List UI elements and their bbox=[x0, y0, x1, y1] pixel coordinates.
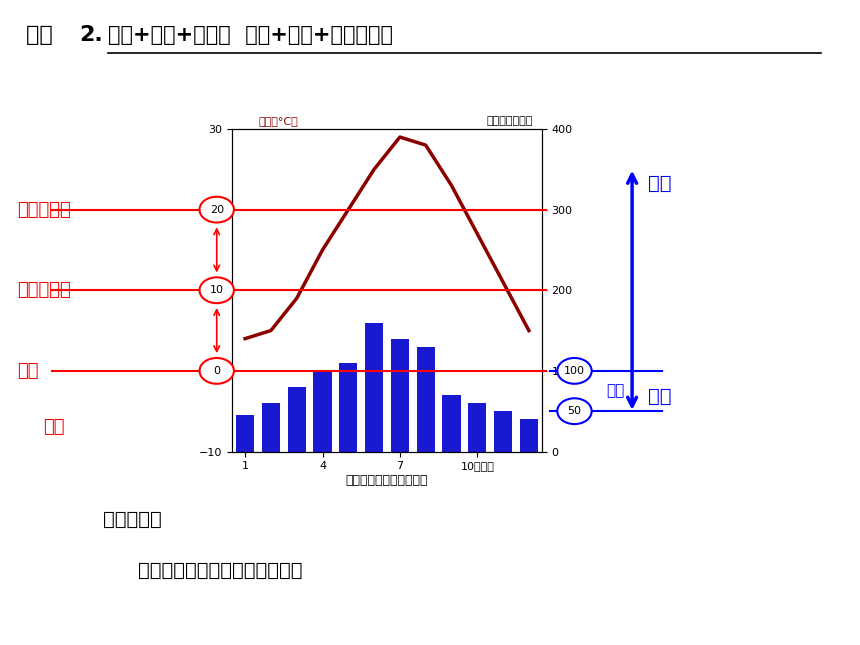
Text: 凉爽、暖热: 凉爽、暖热 bbox=[17, 281, 71, 299]
Text: 2.: 2. bbox=[79, 25, 103, 45]
Text: 50: 50 bbox=[568, 406, 581, 416]
Text: 0: 0 bbox=[213, 366, 220, 376]
Text: 气温（°C）: 气温（°C） bbox=[258, 115, 298, 126]
Text: 高温、炎热: 高温、炎热 bbox=[17, 201, 71, 219]
Text: 湿润: 湿润 bbox=[606, 384, 624, 399]
Bar bbox=[287, 387, 305, 452]
Text: 10: 10 bbox=[210, 285, 224, 295]
Bar bbox=[390, 339, 408, 451]
Bar bbox=[339, 362, 358, 451]
Bar bbox=[365, 322, 383, 452]
Text: 寒冷: 寒冷 bbox=[43, 419, 64, 436]
Bar bbox=[468, 403, 486, 452]
Bar bbox=[416, 347, 434, 452]
Text: 降水量（毫米）: 降水量（毫米） bbox=[487, 115, 533, 126]
Bar bbox=[261, 403, 280, 452]
Text: 多雨: 多雨 bbox=[648, 174, 671, 194]
Text: 夏季炎热多雨，冬季温和少雨。: 夏季炎热多雨，冬季温和少雨。 bbox=[138, 561, 302, 580]
Text: 夏季+气温+降水，  冬季+气温+降水，如：: 夏季+气温+降水， 冬季+气温+降水，如： bbox=[108, 25, 392, 45]
Text: 温和: 温和 bbox=[17, 362, 39, 380]
Text: 少雨: 少雨 bbox=[648, 387, 671, 406]
Bar bbox=[313, 371, 331, 451]
Text: 20: 20 bbox=[210, 204, 224, 215]
Bar bbox=[519, 419, 538, 451]
Text: 形式: 形式 bbox=[26, 25, 60, 45]
Text: 100: 100 bbox=[564, 366, 585, 376]
Bar bbox=[494, 412, 512, 451]
Bar bbox=[236, 415, 255, 451]
Text: 气候特征：: 气候特征： bbox=[103, 510, 162, 528]
Bar bbox=[442, 395, 460, 452]
Text: 亚热带季风气候（上海）: 亚热带季风气候（上海） bbox=[346, 474, 428, 487]
